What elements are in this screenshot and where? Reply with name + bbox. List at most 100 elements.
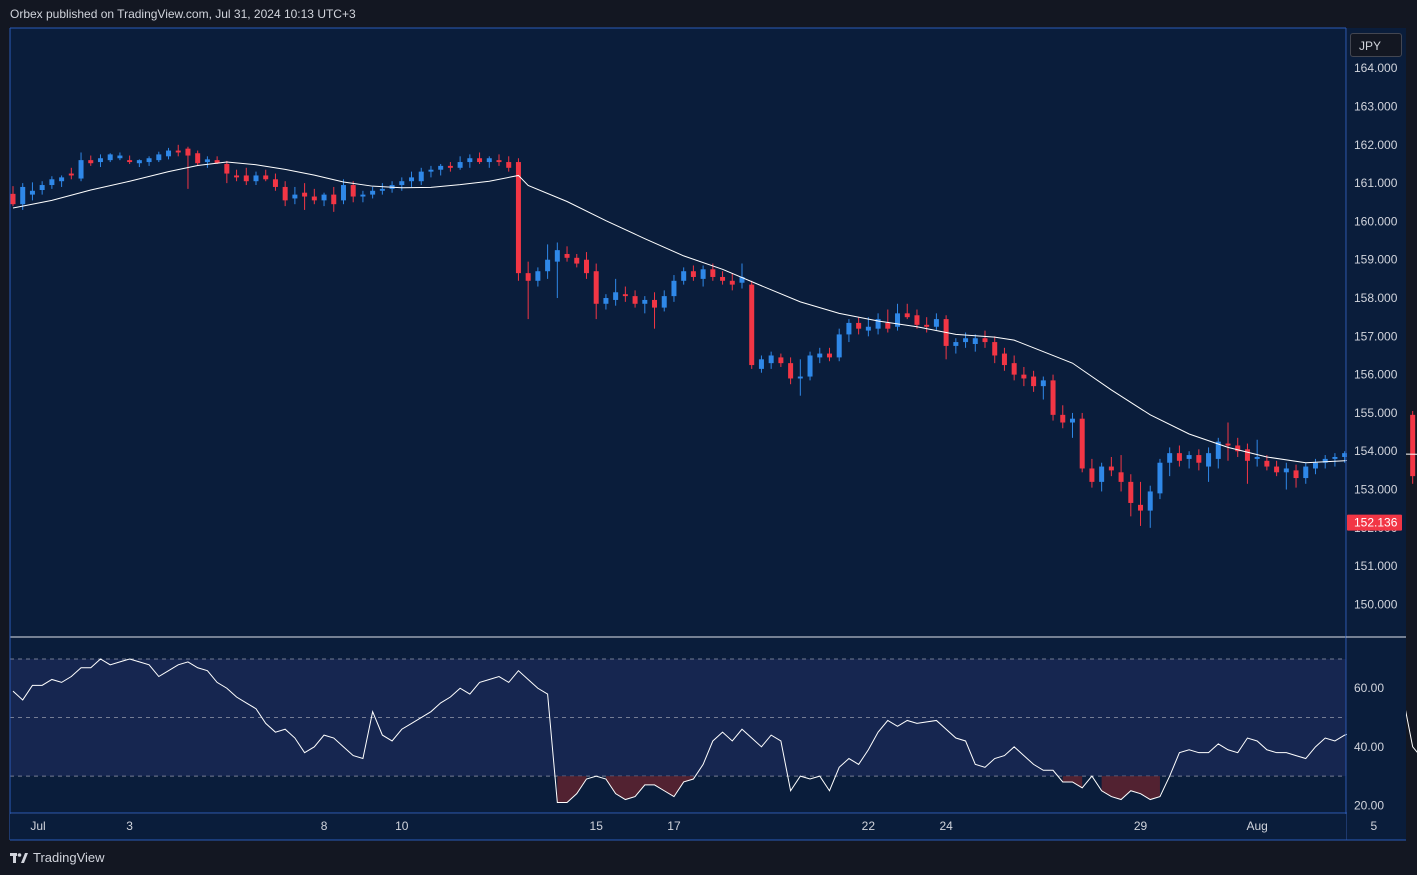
candle-body [1274,466,1280,473]
rsi-band-layer [10,658,1346,803]
price-tick-label: 154.000 [1354,444,1398,458]
candle-body [1079,418,1085,469]
price-tick-label: 164.000 [1354,61,1398,75]
candle-body [856,322,862,329]
candle-body [467,158,473,163]
time-tick-label: Aug [1246,819,1267,833]
candle-body [477,158,483,163]
candle-body [729,280,735,285]
candle-body [1157,462,1163,494]
currency-button[interactable]: JPY [1350,33,1402,57]
candle-body [700,269,706,279]
candle-body [1001,353,1007,366]
candle-body [652,299,658,308]
price-tick-label: 155.000 [1354,406,1398,420]
price-tick-label: 163.000 [1354,100,1398,114]
candle-body [1206,453,1212,467]
tradingview-footer: TradingView [10,850,105,865]
candle-body [311,196,317,201]
candle-body [10,193,16,205]
candle-body [486,158,492,163]
candle-body [1196,455,1202,463]
candle-body [710,269,716,277]
candle-body [20,186,26,205]
price-tick-label: 151.000 [1354,559,1398,573]
candle-body [545,259,551,272]
last-price-tag: 152.136 [1347,514,1402,531]
candle-body [1410,414,1416,477]
candle-body [836,334,842,358]
candle-body [515,162,521,274]
candle-body [875,319,881,329]
rsi-axis[interactable]: 20.00 40.00 60.00 [1354,681,1384,812]
candle-body [496,160,502,163]
candle-body [263,175,269,180]
price-tick-label: 153.000 [1354,483,1398,497]
candle-body [846,322,852,335]
candle-body [350,185,356,197]
candle-body [749,284,755,366]
price-tick-label: 150.000 [1354,597,1398,611]
candle-body [282,186,288,201]
candle-body [302,192,308,197]
candle-body [1283,468,1289,473]
candle-body [593,271,599,304]
candle-body [204,159,210,163]
candle-body [1186,455,1192,459]
price-tick-label: 157.000 [1354,329,1398,343]
candle-body [1031,376,1037,387]
candle-body [992,342,998,356]
candle-body [127,160,133,163]
time-tick-label: 10 [395,819,409,833]
candle-body [78,160,84,179]
candle-body [234,175,240,178]
time-tick-label: 24 [939,819,953,833]
candle-body [972,338,978,344]
candle-body [331,194,337,205]
rsi-oversold-fill [557,776,587,803]
candle-body [1225,443,1231,446]
candle-body [185,148,191,156]
price-tick-label: 160.000 [1354,214,1398,228]
candle-body [642,299,648,304]
price-tick-label: 158.000 [1354,291,1398,305]
candle-body [1293,470,1299,479]
candle-body [243,175,249,182]
candle-body [554,250,560,262]
candle-body [1060,414,1066,423]
candle-body [1303,466,1309,479]
rsi-oversold-fill [1101,776,1160,800]
candle-body [379,188,385,191]
candle-body [1312,462,1318,469]
candle-body [438,165,444,170]
rsi-line [12,658,1417,803]
candle-body [953,342,959,346]
candle-body [1118,472,1124,482]
candle-body [632,296,638,304]
candle-body [778,357,784,364]
candle-body [1040,380,1046,387]
candle-body [1050,380,1056,415]
candle-body [88,160,94,164]
time-axis[interactable]: Jul38101517222429Aug57 [30,819,1417,833]
time-tick-label: 17 [667,819,681,833]
rsi-tick-label: 60.00 [1354,681,1384,695]
time-tick-label: 3 [126,819,133,833]
candle-body [768,355,774,364]
candle-body [826,353,832,358]
candle-body [535,271,541,281]
price-axis[interactable]: 150.000151.000152.000153.000154.000155.0… [1354,61,1398,611]
candle-body [146,158,152,163]
candle-body [224,163,230,174]
candle-body [574,257,580,264]
time-tick-label: 5 [1370,819,1377,833]
candle-body [59,177,65,182]
candles [10,144,1416,528]
candle-body [671,280,677,297]
time-tick-label: 29 [1134,819,1148,833]
candle-body [1332,456,1338,459]
candle-body [156,154,162,161]
rsi-tick-label: 20.00 [1354,798,1384,812]
time-axis-background [10,814,1346,840]
